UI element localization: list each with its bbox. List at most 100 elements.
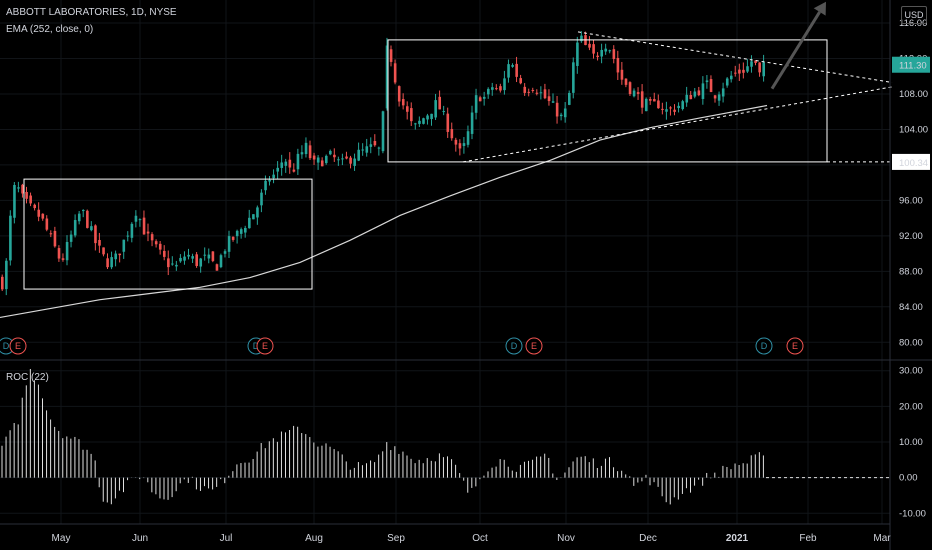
price-tick-label: 108.00 [899,89,928,100]
candle [98,232,101,253]
candle [721,82,725,103]
candle-body [183,256,186,261]
candle-body [369,144,373,147]
symbol-legend[interactable]: ABBOTT LABORATORIES, 1D, NYSE [6,7,177,18]
candle-body [325,155,328,164]
candle-body [572,62,575,93]
arrow-shaft [770,11,821,90]
candle [138,218,142,227]
ema-legend[interactable]: EMA (252, close, 0) [6,24,94,35]
candle [381,110,385,154]
candle-body [730,75,733,80]
candle-body [385,45,389,109]
arrow-head [813,1,826,16]
candle-body [551,101,555,103]
candle [478,95,482,102]
last-price-tag [892,56,930,73]
candle-body [171,263,174,265]
roc-legend[interactable]: ROC (22) [6,372,49,383]
candle [446,107,450,138]
candle-body [61,258,65,260]
candle-body [341,158,344,160]
candle-body [25,191,28,199]
candle [207,248,211,264]
currency-label: USD [904,10,924,20]
candle-body [256,207,259,218]
candle [345,151,348,160]
candle-body [742,69,745,73]
candle [227,230,231,258]
candle [527,88,531,97]
candle-body [110,257,113,268]
candle-body [406,106,409,112]
time-axis[interactable]: May Jun Jul Aug Sep Oct Nov Dec 2021 Feb Mar [52,533,892,544]
candle [612,45,616,64]
price-tick-label: 104.00 [899,124,928,135]
candle-body [284,161,288,166]
candle-body [462,143,466,146]
candle [709,75,713,93]
candle [33,203,36,211]
candle [725,77,729,88]
marker-circle [9,337,27,355]
dividend-marker[interactable]: D [755,337,773,355]
candle [49,230,53,238]
candle-body [13,185,16,218]
candle [17,181,20,193]
earnings-marker[interactable]: E [525,337,543,355]
earnings-marker[interactable]: E [256,337,274,355]
candle-body [175,264,178,267]
earnings-marker[interactable]: E [9,337,27,355]
candle-body [454,139,458,145]
candle [45,215,49,232]
candle [499,83,502,93]
candle [77,210,81,225]
candle-body [527,91,531,93]
candle [523,83,527,96]
candle-body [401,99,405,106]
candle [215,263,219,271]
candle [158,241,162,255]
candle-body [292,169,296,172]
candle [418,116,421,128]
candle [288,152,292,174]
candle-body [187,254,190,257]
candle [187,248,190,260]
candle-body [721,88,725,97]
price-tick-label: 96.00 [899,195,923,206]
trend-line [462,86,893,163]
candle [325,154,328,165]
candle [600,43,603,64]
candle [563,102,567,123]
candle-body [677,105,680,109]
roc-axis[interactable]: -10.00 0.00 10.00 20.00 30.00 [899,366,926,520]
range-box [23,178,313,290]
candle-body [154,241,158,245]
earnings-marker[interactable]: E [786,337,804,355]
candle-body [146,231,150,234]
candle [454,137,458,152]
candle [572,57,575,99]
drawings-group [23,1,893,290]
candle-body [73,220,77,236]
candle [608,49,612,54]
candle-body [304,142,308,155]
candle [126,231,130,242]
time-tick-label: Dec [639,533,657,544]
marker-circle [525,337,543,355]
candle-body [37,209,41,217]
candle-body [519,78,522,84]
candle-body [365,146,369,153]
candle-body [9,215,12,261]
currency-button[interactable]: USD [901,6,927,24]
candle-body [49,233,53,235]
time-tick-label: Oct [472,533,488,544]
candle [13,182,16,224]
candle [547,89,551,106]
candle-body [98,239,101,246]
dividend-marker[interactable]: D [505,337,523,355]
candle [167,250,170,276]
candle [515,56,518,83]
roc-pane-grid [0,370,890,514]
